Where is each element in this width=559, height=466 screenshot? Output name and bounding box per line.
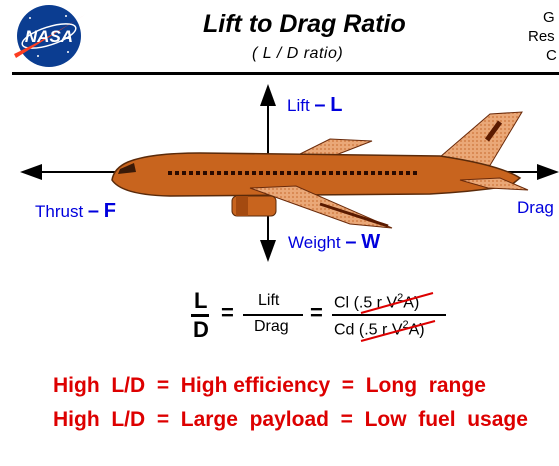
weight-arrowhead [260,240,276,262]
cd-velocity: V [391,321,403,339]
center-name-line-2: Res [528,28,555,45]
nasa-logo: NASA [14,5,86,67]
ratio-numerator-l: L [194,288,208,313]
center-name-line-3: C [546,47,557,64]
cancel-strike-numerator [360,292,434,314]
equals-sign-2: = [310,300,323,325]
drag-denominator: Drag [254,318,289,335]
weight-symbol: W [361,231,381,253]
cd-squared: 2 [402,319,409,331]
drag-label: Drag [517,198,554,218]
wing-stripe [319,202,389,228]
horizontal-stabilizer [459,177,529,191]
cl-term: Cl (.5 r V2A) [334,292,419,312]
cd-paren: ( [358,321,365,339]
cl-paren: ( [353,294,359,312]
weight-word: Weight [288,233,341,252]
cockpit-window [118,163,136,174]
near-wing [249,185,393,229]
page-subtitle: ( L / D ratio) [252,45,344,62]
lift-numerator: Lift [258,292,280,309]
tail-stripe [484,120,503,142]
coefficient-fraction-bar [332,314,446,316]
cancel-strike-denominator [360,320,436,342]
thrust-word: Thrust [35,202,84,221]
thrust-symbol: F [103,200,116,222]
weight-dash: – [345,231,357,253]
nasa-logo-text: NASA [25,27,73,46]
lift-word: Lift [287,96,310,115]
thrust-arrowhead [20,164,42,180]
cl-squared: 2 [397,292,404,304]
lift-arrowhead [260,84,276,106]
header-divider [12,72,559,75]
lift-dash: – [314,94,326,116]
weight-label: Weight – W [288,231,380,254]
thrust-dash: – [87,200,100,222]
cl-velocity: V [386,294,398,312]
cd-term: Cd (.5 r V2A) [334,319,425,339]
center-name: G Res C [520,8,559,65]
page-title: Lift to Drag Ratio [203,10,406,38]
lift-drag-fraction-bar [243,314,303,316]
center-name-line-1: G [543,9,555,26]
equals-sign-1: = [221,300,234,325]
conclusion-line-2: High L/D = Large payload = Low fuel usag… [53,408,528,431]
ratio-fraction-bar [191,314,209,317]
lift-label: Lift – L [287,94,343,117]
conclusion-line-1: High L/D = High efficiency = Long range [53,374,486,397]
engine-intake [236,196,248,216]
drag-word: Drag [517,198,554,217]
airplane-diagram [20,84,559,262]
cancellation-strikes [360,292,436,342]
cd-half-rho: .5 r [364,321,388,339]
cd-coefficient: Cd [334,321,355,339]
cl-half-rho: .5 r [358,294,383,312]
ratio-denominator-d: D [193,317,209,342]
lift-symbol: L [330,94,343,116]
thrust-label: Thrust – F [35,200,116,223]
drag-arrowhead [537,164,559,180]
cl-coefficient: Cl [334,294,350,312]
